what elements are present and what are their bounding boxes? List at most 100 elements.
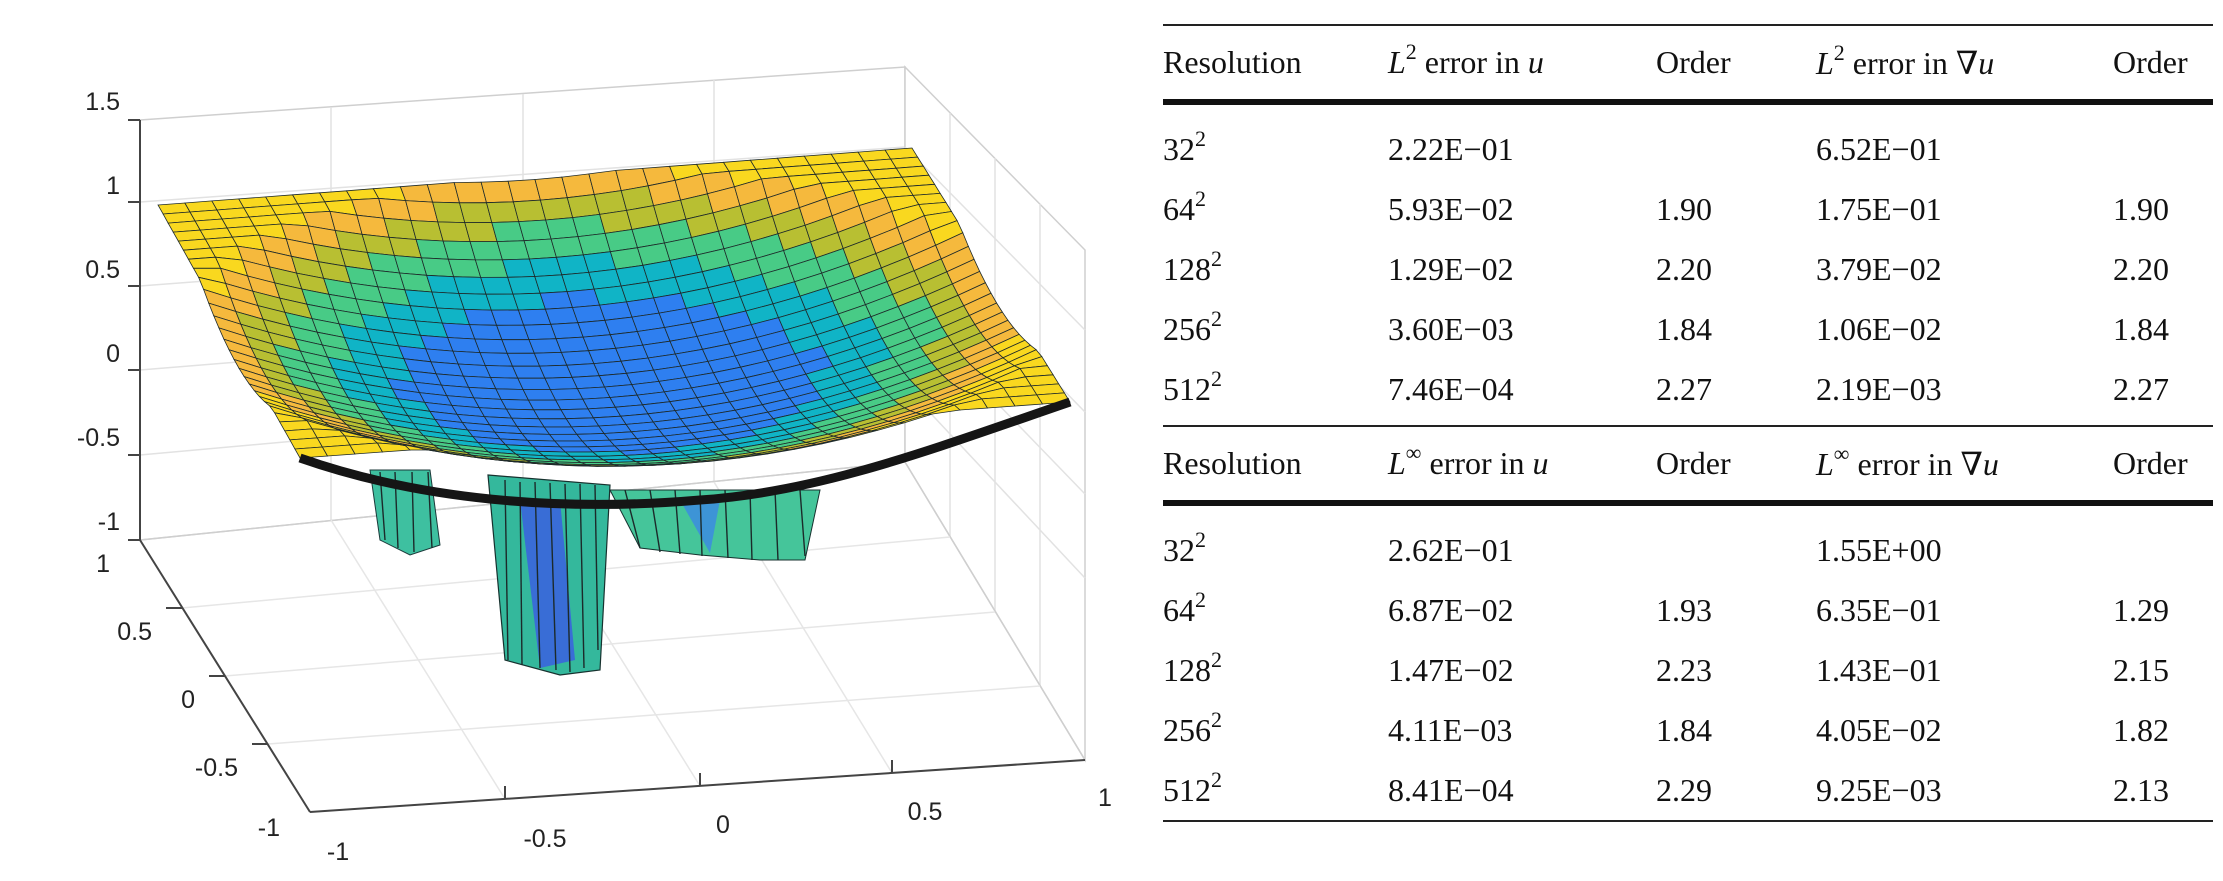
y-tick-label: 1 bbox=[96, 550, 110, 578]
cell-order: 2.15 bbox=[2113, 651, 2169, 688]
cell-resolution: 2562 bbox=[1163, 305, 1222, 347]
cell-order bbox=[1656, 119, 1816, 179]
cell-error-u: 1.47E−02 bbox=[1388, 651, 1514, 688]
cell-resolution: 5122 bbox=[1163, 766, 1222, 808]
cell-order: 2.29 bbox=[1656, 771, 1712, 808]
surface-front-rim bbox=[298, 397, 1072, 509]
table-row: 1282 1.29E−02 2.20 3.79E−02 2.20 bbox=[1163, 239, 2213, 299]
z-axis-tick-labels: 1.5 1 0.5 0 -0.5 -1 bbox=[77, 88, 120, 536]
cell-order: 1.90 bbox=[2113, 190, 2169, 227]
header-order: Order bbox=[2113, 445, 2188, 481]
cell-order: 1.84 bbox=[1656, 711, 1712, 748]
cell-resolution: 1282 bbox=[1163, 245, 1222, 287]
header-error-u: L2 error in u bbox=[1388, 39, 1544, 80]
cell-order: 1.84 bbox=[1656, 310, 1712, 347]
surface-curtain bbox=[369, 469, 821, 676]
header-order: Order bbox=[1656, 445, 1731, 481]
cell-order: 1.82 bbox=[2113, 711, 2169, 748]
surface-mesh-cell bbox=[571, 304, 606, 324]
surface-mesh-cell bbox=[294, 446, 329, 459]
z-tick-label: 0.5 bbox=[85, 256, 120, 284]
surface-mesh bbox=[157, 147, 1071, 467]
cell-order: 2.27 bbox=[2113, 370, 2169, 407]
cell-error-grad-u: 2.19E−03 bbox=[1816, 370, 1942, 407]
header-resolution: Resolution bbox=[1163, 44, 1302, 80]
surface-mesh-cell bbox=[571, 375, 606, 390]
linf-error-table: Resolution L∞ error in u Order L∞ error … bbox=[1163, 425, 2213, 822]
table-row: 322 2.62E−01 1.55E+00 bbox=[1163, 520, 2213, 580]
cell-order: 2.20 bbox=[2113, 250, 2169, 287]
table-row: 1282 1.47E−02 2.23 1.43E−01 2.15 bbox=[1163, 640, 2213, 700]
surface-mesh-cell bbox=[550, 322, 584, 340]
cell-order: 1.93 bbox=[1656, 591, 1712, 628]
cell-error-grad-u: 6.35E−01 bbox=[1816, 591, 1942, 628]
z-tick-marks bbox=[128, 119, 893, 799]
z-tick-label: 0 bbox=[106, 340, 120, 368]
cell-resolution: 1282 bbox=[1163, 646, 1222, 688]
x-tick-label: -0.5 bbox=[523, 825, 566, 853]
x-tick-label: 0.5 bbox=[908, 798, 943, 826]
cell-error-u: 1.29E−02 bbox=[1388, 250, 1514, 287]
y-tick-label: -0.5 bbox=[195, 754, 238, 782]
header-error-grad-u: L∞ error in ∇u bbox=[1816, 440, 1999, 482]
l2-error-table: Resolution L2 error in u Order L2 error … bbox=[1163, 24, 2213, 425]
cell-order: 2.13 bbox=[2113, 771, 2169, 808]
cell-resolution: 5122 bbox=[1163, 365, 1222, 407]
header-resolution: Resolution bbox=[1163, 445, 1302, 481]
cell-order: 2.23 bbox=[1656, 651, 1712, 688]
cell-resolution: 322 bbox=[1163, 526, 1206, 568]
cell-error-grad-u: 1.06E−02 bbox=[1816, 310, 1942, 347]
surface-mesh-cell bbox=[187, 256, 222, 269]
cell-error-u: 6.87E−02 bbox=[1388, 591, 1514, 628]
cell-resolution: 642 bbox=[1163, 586, 1206, 628]
y-axis-tick-labels: 1 0.5 0 -0.5 -1 bbox=[96, 550, 280, 842]
table-row: 322 2.22E−01 6.52E−01 bbox=[1163, 119, 2213, 179]
cell-order bbox=[1656, 520, 1816, 580]
surface-plot: 1.5 1 0.5 0 -0.5 -1 1 0.5 0 -0.5 -1 -1 -… bbox=[77, 65, 1112, 866]
cell-order: 2.27 bbox=[1656, 370, 1712, 407]
cell-error-grad-u: 1.55E+00 bbox=[1816, 531, 1942, 568]
table-row: 5122 8.41E−04 2.29 9.25E−03 2.13 bbox=[1163, 760, 2213, 821]
surface-mesh-cell bbox=[560, 350, 595, 366]
cell-error-u: 3.60E−03 bbox=[1388, 310, 1514, 347]
header-error-grad-u: L2 error in ∇u bbox=[1816, 39, 1995, 81]
surface-plot-figure: 1.5 1 0.5 0 -0.5 -1 1 0.5 0 -0.5 -1 -1 -… bbox=[77, 65, 1112, 866]
cell-error-u: 5.93E−02 bbox=[1388, 190, 1514, 227]
cell-error-u: 7.46E−04 bbox=[1388, 370, 1514, 407]
surface-mesh-cell bbox=[577, 232, 611, 256]
table-row: 2562 3.60E−03 1.84 1.06E−02 1.84 bbox=[1163, 299, 2213, 359]
x-tick-label: 0 bbox=[716, 811, 730, 839]
x-tick-label: 1 bbox=[1098, 784, 1112, 812]
cell-resolution: 2562 bbox=[1163, 706, 1222, 748]
error-tables: Resolution L2 error in u Order L2 error … bbox=[1163, 24, 2213, 822]
cell-resolution: 642 bbox=[1163, 185, 1206, 227]
table-row: 2562 4.11E−03 1.84 4.05E−02 1.82 bbox=[1163, 700, 2213, 760]
y-tick-label: 0.5 bbox=[117, 618, 152, 646]
x-tick-label: -1 bbox=[327, 838, 349, 866]
cell-error-u: 2.62E−01 bbox=[1388, 531, 1514, 568]
cell-error-grad-u: 3.79E−02 bbox=[1816, 250, 1942, 287]
table-header-row: Resolution L2 error in u Order L2 error … bbox=[1163, 25, 2213, 102]
table-row: 642 6.87E−02 1.93 6.35E−01 1.29 bbox=[1163, 580, 2213, 640]
y-tick-label: -1 bbox=[258, 814, 280, 842]
x-axis-tick-labels: -1 -0.5 0 0.5 1 bbox=[327, 784, 1112, 866]
z-tick-label: -1 bbox=[98, 508, 120, 536]
header-order: Order bbox=[1656, 44, 1731, 80]
cell-order bbox=[2113, 520, 2213, 580]
cell-order: 2.20 bbox=[1656, 250, 1712, 287]
table-header-row: Resolution L∞ error in u Order L∞ error … bbox=[1163, 426, 2213, 503]
y-tick-label: 0 bbox=[181, 686, 195, 714]
cell-error-u: 2.22E−01 bbox=[1388, 130, 1514, 167]
cell-error-grad-u: 1.43E−01 bbox=[1816, 651, 1942, 688]
cell-error-grad-u: 4.05E−02 bbox=[1816, 711, 1942, 748]
cell-error-u: 4.11E−03 bbox=[1388, 711, 1513, 748]
surface-mesh-cell bbox=[550, 236, 584, 258]
header-order: Order bbox=[2113, 44, 2188, 80]
cell-error-grad-u: 1.75E−01 bbox=[1816, 190, 1942, 227]
cell-order: 1.90 bbox=[1656, 190, 1712, 227]
cell-error-grad-u: 6.52E−01 bbox=[1816, 130, 1942, 167]
cell-error-grad-u: 9.25E−03 bbox=[1816, 771, 1942, 808]
surface-mesh-cell bbox=[321, 444, 356, 457]
surface-mesh-cell bbox=[349, 442, 384, 455]
table-row: 642 5.93E−02 1.90 1.75E−01 1.90 bbox=[1163, 179, 2213, 239]
